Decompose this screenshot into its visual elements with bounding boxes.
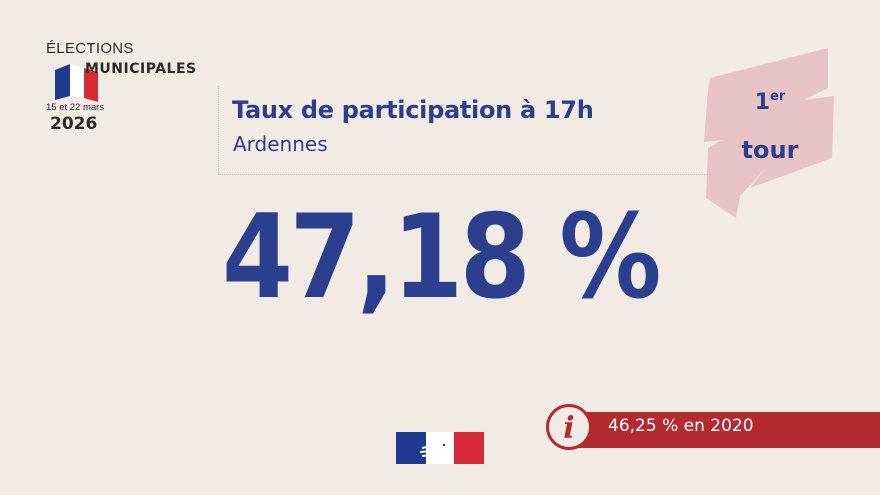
logo-year-label: 2026 [50, 114, 98, 134]
info-icon: i [546, 404, 592, 450]
info-banner: 46,25 % en 2020 i [546, 400, 880, 460]
elections-logo: ÉLECTIONS MUNICIPALES 15 et 22 mars 2026 [46, 40, 216, 140]
french-flag-icon [55, 64, 98, 102]
department-name: Ardennes [233, 132, 328, 156]
previous-participation-text: 46,25 % en 2020 [608, 416, 754, 436]
round-word: tour [741, 136, 799, 164]
header-block: Taux de participation à 17h Ardennes [218, 86, 709, 175]
round-number: 1er [754, 89, 786, 115]
badge-brush-shape [704, 48, 834, 218]
logo-dates-label: 15 et 22 mars [46, 102, 105, 113]
page-title: Taux de participation à 17h [232, 96, 594, 124]
marianne-emblem-icon [396, 432, 484, 464]
logo-municipales-label: MUNICIPALES [85, 61, 197, 77]
round-badge: 1er tour [700, 48, 840, 218]
round-ordinal-suffix: er [770, 89, 786, 104]
logo-elections-label: ÉLECTIONS [46, 40, 134, 57]
participation-value: 47,18 % [221, 190, 662, 325]
info-bar [566, 412, 880, 448]
